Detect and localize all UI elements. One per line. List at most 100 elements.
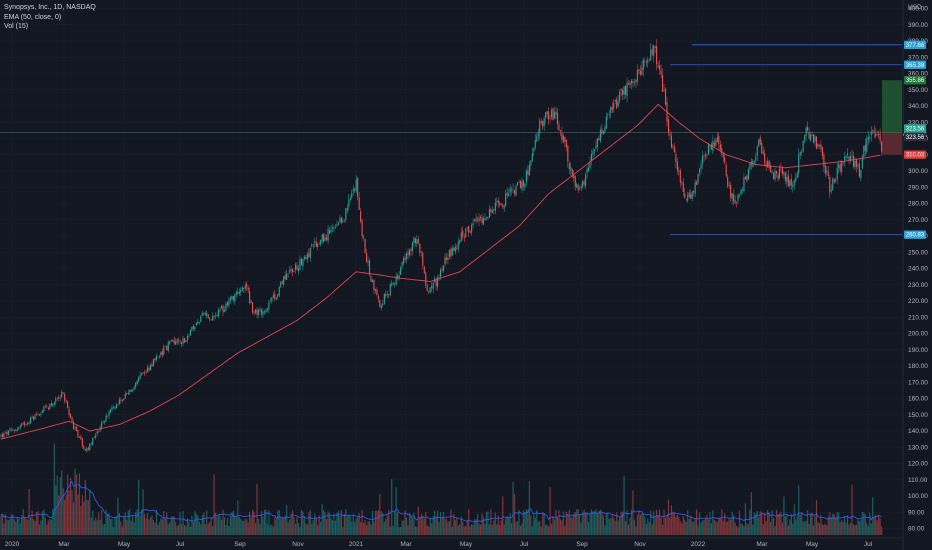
volume-bar bbox=[92, 510, 94, 535]
candle-body bbox=[515, 185, 517, 196]
candle-body bbox=[552, 108, 554, 121]
candle-body bbox=[163, 347, 165, 355]
candle-body bbox=[500, 204, 502, 205]
candle-body bbox=[320, 240, 322, 245]
candle-body bbox=[688, 192, 690, 197]
candle-body bbox=[265, 310, 267, 313]
candle-body bbox=[38, 414, 41, 416]
volume-bar bbox=[585, 512, 587, 535]
candle-body bbox=[260, 309, 263, 315]
candle-body bbox=[398, 275, 400, 280]
candle-body bbox=[185, 340, 187, 343]
volume-bar bbox=[675, 516, 677, 535]
candle-body bbox=[370, 276, 372, 282]
volume-bar bbox=[434, 510, 436, 535]
volume-bar bbox=[787, 525, 789, 535]
volume-bar bbox=[414, 526, 416, 535]
volume-bar bbox=[669, 517, 671, 535]
candle-body bbox=[229, 297, 231, 301]
volume-bar bbox=[521, 523, 523, 535]
volume-bar bbox=[531, 526, 533, 535]
candle-body bbox=[719, 144, 721, 151]
candle-body bbox=[136, 380, 138, 384]
volume-bar bbox=[21, 515, 23, 535]
volume-bar bbox=[730, 519, 732, 535]
volume-bar bbox=[540, 526, 542, 535]
candle-body bbox=[255, 309, 257, 313]
volume-bar bbox=[842, 521, 844, 535]
candle-body bbox=[278, 286, 280, 296]
volume-bar bbox=[684, 519, 686, 535]
volume-bar bbox=[324, 512, 326, 535]
y-tick-label: 210.00 bbox=[908, 314, 928, 321]
volume-bar bbox=[96, 520, 98, 535]
legend-ema[interactable]: EMA (50, close, 0) bbox=[4, 13, 62, 21]
candle-body bbox=[650, 50, 652, 61]
volume-bar bbox=[641, 512, 643, 535]
volume-bar bbox=[368, 521, 371, 535]
candle-body bbox=[724, 157, 726, 164]
candle-body bbox=[590, 153, 593, 162]
volume-bar bbox=[630, 509, 633, 535]
candle-body bbox=[801, 152, 803, 153]
volume-bar bbox=[586, 512, 588, 535]
candle-body bbox=[287, 273, 289, 275]
price-tag-target-label: 355.86 bbox=[906, 78, 925, 84]
volume-bar bbox=[582, 511, 584, 535]
candle-body bbox=[386, 293, 388, 296]
candle-body bbox=[463, 236, 465, 238]
candle-body bbox=[7, 430, 9, 436]
candle-body bbox=[659, 65, 661, 70]
candle-body bbox=[348, 199, 350, 207]
volume-bar bbox=[417, 506, 419, 535]
legend-symbol[interactable]: Synopsys, Inc., 1D, NASDAQ bbox=[4, 4, 96, 11]
candle-body bbox=[58, 397, 60, 399]
volume-bar bbox=[93, 520, 95, 535]
candle-body bbox=[599, 130, 601, 142]
volume-bar bbox=[545, 525, 547, 535]
volume-bar bbox=[160, 518, 162, 535]
candle-body bbox=[530, 160, 532, 166]
volume-bar bbox=[648, 521, 650, 535]
volume-bar bbox=[472, 524, 474, 535]
volume-bar bbox=[3, 523, 5, 535]
volume-bar bbox=[175, 522, 177, 535]
candle-body bbox=[358, 197, 360, 210]
volume-bar bbox=[854, 525, 856, 535]
volume-bar bbox=[706, 514, 708, 535]
candle-body bbox=[808, 132, 810, 139]
candle-body bbox=[405, 253, 408, 260]
volume-bar bbox=[474, 519, 476, 535]
candle-body bbox=[389, 284, 391, 296]
level-lines[interactable] bbox=[670, 44, 902, 236]
y-tick-label: 110.00 bbox=[908, 477, 928, 484]
volume-bar bbox=[753, 512, 755, 535]
candle-body bbox=[67, 401, 69, 409]
candle-body bbox=[340, 217, 342, 223]
volume-bar bbox=[182, 511, 184, 535]
candle-body bbox=[727, 176, 729, 187]
candle-body bbox=[516, 182, 519, 186]
candle-body bbox=[83, 446, 85, 449]
volume-bar bbox=[475, 519, 477, 535]
candle-body bbox=[228, 299, 230, 306]
volume-bar bbox=[40, 520, 42, 535]
volume-bar bbox=[18, 518, 20, 535]
legend-vol[interactable]: Vol (15) bbox=[4, 23, 29, 30]
volume-bar bbox=[346, 516, 348, 535]
volume-bar bbox=[709, 511, 711, 535]
candle-body bbox=[585, 174, 587, 186]
candle-body bbox=[562, 135, 564, 142]
volume-bar bbox=[876, 520, 878, 535]
candle-body bbox=[524, 183, 526, 188]
volume-bar bbox=[407, 525, 409, 535]
volume-bar bbox=[274, 517, 276, 535]
candle-body bbox=[648, 58, 650, 60]
candle-body bbox=[583, 181, 585, 185]
volume-bar bbox=[257, 519, 260, 535]
candle-body bbox=[428, 291, 430, 293]
volume-bar bbox=[589, 512, 591, 535]
candle-body bbox=[299, 259, 301, 270]
